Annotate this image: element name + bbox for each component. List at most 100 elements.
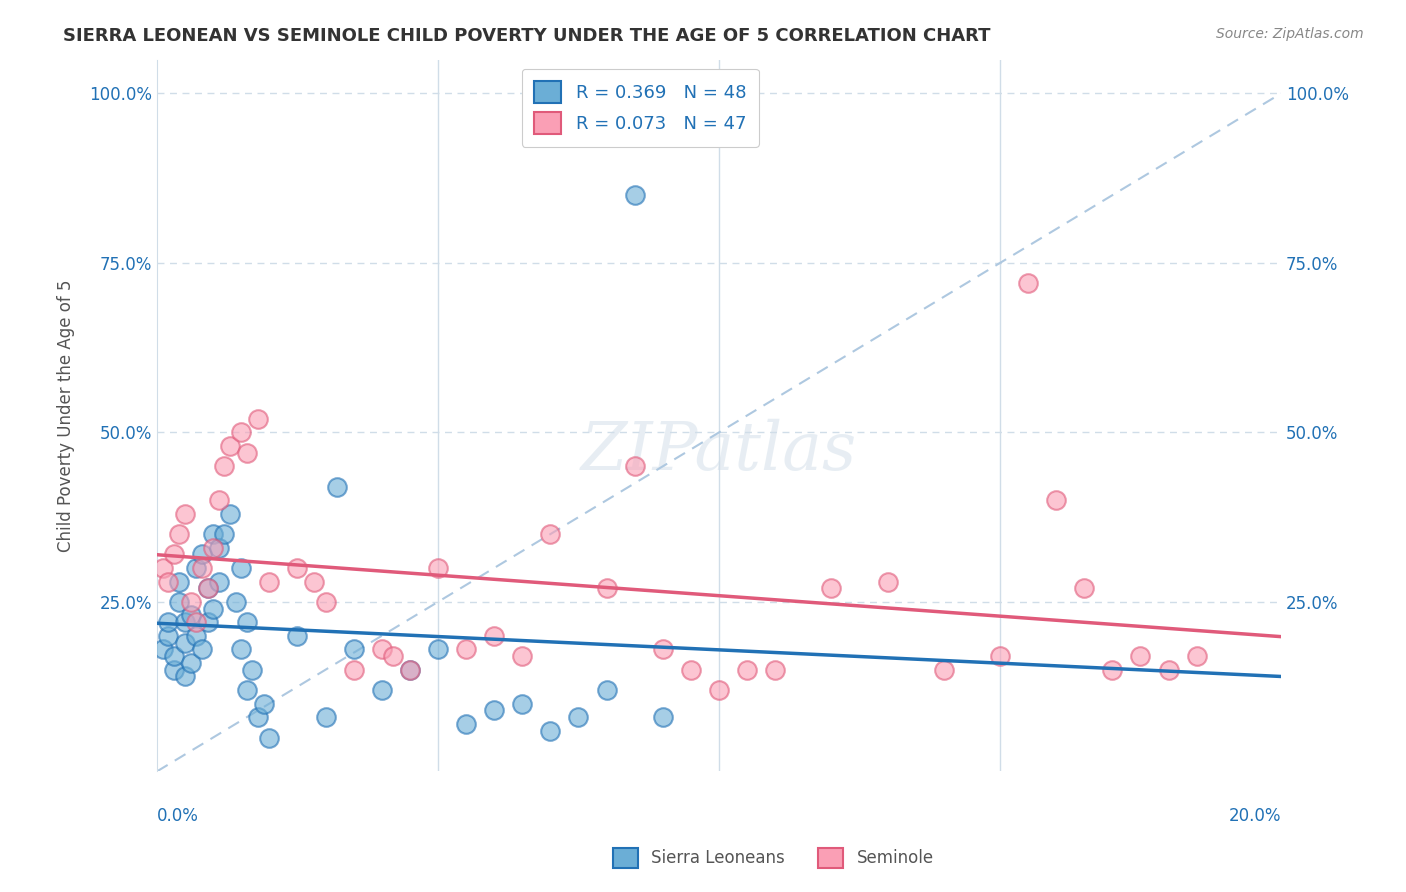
- Point: [1073, 582, 1095, 596]
- Point: [157, 574, 180, 589]
- Point: [510, 697, 533, 711]
- Point: [932, 663, 955, 677]
- Point: [398, 663, 420, 677]
- Point: [157, 629, 180, 643]
- Point: [343, 663, 366, 677]
- Point: [679, 663, 702, 677]
- Point: [304, 574, 326, 589]
- Point: [595, 582, 617, 596]
- Point: [225, 595, 247, 609]
- Point: [219, 507, 242, 521]
- Point: [482, 703, 505, 717]
- Point: [381, 649, 404, 664]
- Point: [735, 663, 758, 677]
- Point: [152, 642, 174, 657]
- Point: [236, 615, 259, 630]
- Point: [623, 459, 645, 474]
- Point: [763, 663, 786, 677]
- Point: [191, 642, 214, 657]
- Point: [1045, 493, 1067, 508]
- Point: [202, 527, 225, 541]
- Point: [186, 561, 208, 575]
- Point: [426, 642, 449, 657]
- Point: [174, 507, 197, 521]
- Point: [259, 574, 281, 589]
- Text: 20.0%: 20.0%: [1229, 807, 1281, 825]
- Y-axis label: Child Poverty Under the Age of 5: Child Poverty Under the Age of 5: [58, 279, 75, 552]
- Point: [180, 656, 202, 670]
- Point: [1129, 649, 1152, 664]
- Point: [315, 710, 337, 724]
- Point: [197, 582, 219, 596]
- Point: [1185, 649, 1208, 664]
- Point: [163, 548, 186, 562]
- Point: [197, 615, 219, 630]
- Point: [326, 480, 349, 494]
- Point: [191, 548, 214, 562]
- Point: [315, 595, 337, 609]
- Point: [186, 629, 208, 643]
- Point: [287, 629, 309, 643]
- Point: [988, 649, 1011, 664]
- Point: [343, 642, 366, 657]
- Point: [186, 615, 208, 630]
- Point: [253, 697, 276, 711]
- Point: [157, 615, 180, 630]
- Point: [1101, 663, 1123, 677]
- Point: [259, 731, 281, 745]
- Point: [180, 608, 202, 623]
- Point: [1157, 663, 1180, 677]
- Point: [163, 663, 186, 677]
- Point: [371, 642, 394, 657]
- Legend: Sierra Leoneans, Seminole: Sierra Leoneans, Seminole: [606, 841, 941, 875]
- Point: [510, 649, 533, 664]
- Point: [231, 561, 253, 575]
- Point: [180, 595, 202, 609]
- Point: [247, 412, 270, 426]
- Point: [651, 710, 673, 724]
- Point: [219, 439, 242, 453]
- Point: [1017, 277, 1039, 291]
- Point: [191, 561, 214, 575]
- Point: [202, 541, 225, 555]
- Point: [595, 683, 617, 698]
- Point: [398, 663, 420, 677]
- Point: [152, 561, 174, 575]
- Point: [214, 527, 236, 541]
- Point: [623, 188, 645, 202]
- Text: ZIPatlas: ZIPatlas: [581, 418, 858, 483]
- Point: [454, 642, 477, 657]
- Point: [454, 717, 477, 731]
- Point: [707, 683, 730, 698]
- Point: [538, 723, 561, 738]
- Point: [371, 683, 394, 698]
- Point: [169, 574, 191, 589]
- Point: [197, 582, 219, 596]
- Point: [208, 574, 231, 589]
- Point: [482, 629, 505, 643]
- Point: [820, 582, 842, 596]
- Point: [174, 635, 197, 649]
- Point: [287, 561, 309, 575]
- Point: [208, 493, 231, 508]
- Point: [236, 683, 259, 698]
- Point: [214, 459, 236, 474]
- Point: [208, 541, 231, 555]
- Point: [236, 446, 259, 460]
- Point: [242, 663, 264, 677]
- Point: [247, 710, 270, 724]
- Text: 0.0%: 0.0%: [157, 807, 198, 825]
- Point: [231, 425, 253, 440]
- Point: [538, 527, 561, 541]
- Point: [876, 574, 898, 589]
- Point: [231, 642, 253, 657]
- Point: [163, 649, 186, 664]
- Point: [426, 561, 449, 575]
- Point: [202, 601, 225, 615]
- Point: [169, 595, 191, 609]
- Point: [169, 527, 191, 541]
- Point: [174, 615, 197, 630]
- Point: [567, 710, 589, 724]
- Legend: R = 0.369   N = 48, R = 0.073   N = 47: R = 0.369 N = 48, R = 0.073 N = 47: [522, 69, 759, 147]
- Text: Source: ZipAtlas.com: Source: ZipAtlas.com: [1216, 27, 1364, 41]
